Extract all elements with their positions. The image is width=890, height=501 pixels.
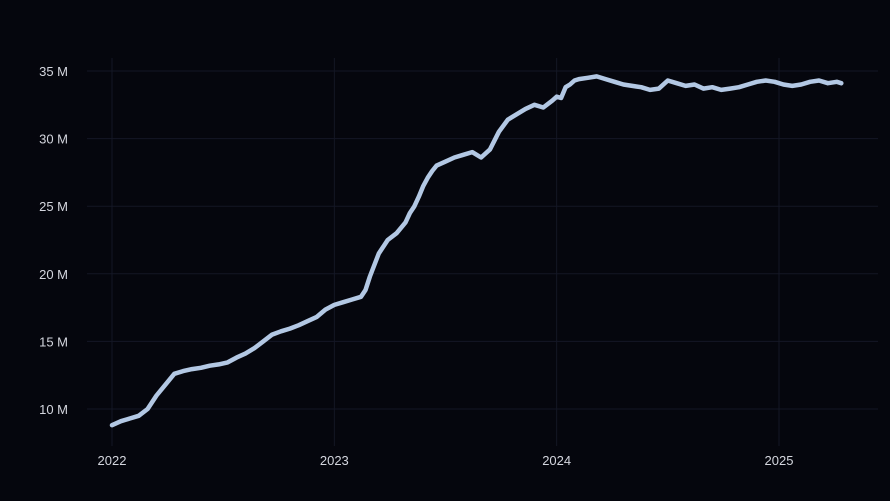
series-layer (109, 74, 844, 428)
y-tick-label: 15 M (39, 334, 68, 349)
y-tick-label: 20 M (39, 267, 68, 282)
series-line-0 (109, 74, 844, 428)
horizontal-gridlines (87, 70, 878, 410)
x-tick-label: 2025 (765, 453, 794, 468)
y-tick-label: 30 M (39, 132, 68, 147)
x-axis-tick-labels: 2022 2023 2024 2025 (98, 453, 794, 468)
x-tick-label: 2024 (542, 453, 571, 468)
y-axis-tick-labels: 10 M 15 M 20 M 25 M 30 M 35 M (39, 64, 68, 417)
x-tick-label: 2023 (320, 453, 349, 468)
y-tick-label: 35 M (39, 64, 68, 79)
y-tick-label: 25 M (39, 199, 68, 214)
vertical-gridlines (111, 58, 780, 446)
y-tick-label: 10 M (39, 402, 68, 417)
x-tick-label: 2022 (98, 453, 127, 468)
